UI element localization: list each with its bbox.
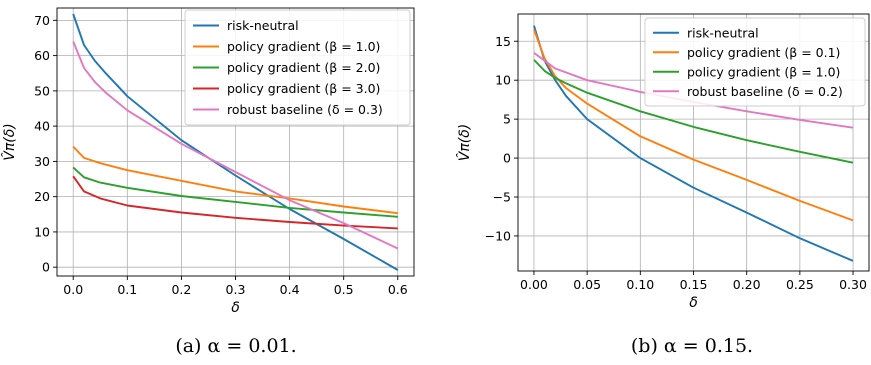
x-tick-label: 0.2 xyxy=(171,282,191,297)
x-tick-label: 0.05 xyxy=(573,277,601,292)
legend-box xyxy=(644,17,866,107)
chart-1: 0.0 0.1 0.2 0.3 0.4 0.5 0.6 0 10 20 30 40 50 60 70 δ V̂π… xyxy=(1,7,415,357)
caption-2: (b) α = 0.15. xyxy=(631,335,753,357)
y-tick-label: −5 xyxy=(493,190,511,205)
x-tick-label: 0.5 xyxy=(334,282,354,297)
y-tick-label: 40 xyxy=(34,119,50,134)
y-tick-label: 20 xyxy=(34,189,50,204)
x-tick-label: 0.25 xyxy=(786,277,814,292)
y-tick-label: 30 xyxy=(34,154,50,169)
series-line-3 xyxy=(72,166,398,218)
legend-label-3: policy gradient (β = 1.0) xyxy=(687,64,840,79)
x-tick-label: 0.1 xyxy=(117,282,137,297)
series-line-4 xyxy=(533,52,854,129)
x-tick-label: 0.0 xyxy=(63,282,83,297)
legend-label-4: policy gradient (β = 3.0) xyxy=(227,81,380,96)
x-axis-label: δ xyxy=(689,295,698,311)
legend-label-5: robust baseline (δ = 0.3) xyxy=(227,102,383,117)
y-tick-label: 15 xyxy=(495,34,511,49)
legend-label-1: risk-neutral xyxy=(227,18,299,33)
series-line-3 xyxy=(533,59,854,164)
y-tick-label: −10 xyxy=(485,228,511,243)
legend-box xyxy=(184,9,411,126)
y-tick-label: 10 xyxy=(495,73,511,88)
legend-label-4: robust baseline (δ = 0.2) xyxy=(687,84,843,99)
legend-label-2: policy gradient (β = 0.1) xyxy=(687,45,840,60)
series-line-4 xyxy=(72,175,398,230)
legend-label-1: risk-neutral xyxy=(687,25,759,40)
legend: risk-neutral policy gradient (β = 0.1) pol… xyxy=(644,17,866,107)
y-tick-label: 0 xyxy=(42,260,50,275)
y-tick-label: 60 xyxy=(34,48,50,63)
x-axis-label: δ xyxy=(231,300,240,316)
series-line-2 xyxy=(533,29,854,222)
y-tick-label: 10 xyxy=(34,224,50,239)
y-tick-label: 50 xyxy=(34,83,50,98)
x-tick-label: 0.15 xyxy=(680,277,708,292)
series-line-1 xyxy=(533,25,854,262)
y-axis-label: V̂π(δ) xyxy=(456,124,473,162)
x-tick-label: 0.4 xyxy=(280,282,300,297)
legend-label-3: policy gradient (β = 2.0) xyxy=(227,60,380,75)
y-tick-label: 5 xyxy=(503,112,511,127)
x-tick-label: 0.00 xyxy=(520,277,548,292)
caption-1: (a) α = 0.01. xyxy=(175,335,296,357)
legend-label-2: policy gradient (β = 1.0) xyxy=(227,39,380,54)
series-line-2 xyxy=(72,145,398,215)
chart-2: 0.00 0.05 0.10 0.15 0.20 0.25 0.30 −10 −5 0 5 10 15 δ… xyxy=(456,13,870,357)
series-line-5 xyxy=(72,41,399,250)
x-tick-label: 0.10 xyxy=(626,277,654,292)
y-axis-label: V̂π(δ) xyxy=(1,123,18,161)
x-tick-label: 0.20 xyxy=(733,277,761,292)
x-tick-label: 0.30 xyxy=(839,277,867,292)
y-tick-label: 70 xyxy=(34,13,50,28)
y-tick-label: 0 xyxy=(503,151,511,166)
legend: risk-neutral policy gradient (β = 1.0) pol… xyxy=(184,9,411,126)
x-tick-label: 0.6 xyxy=(388,282,408,297)
x-tick-label: 0.3 xyxy=(226,282,246,297)
